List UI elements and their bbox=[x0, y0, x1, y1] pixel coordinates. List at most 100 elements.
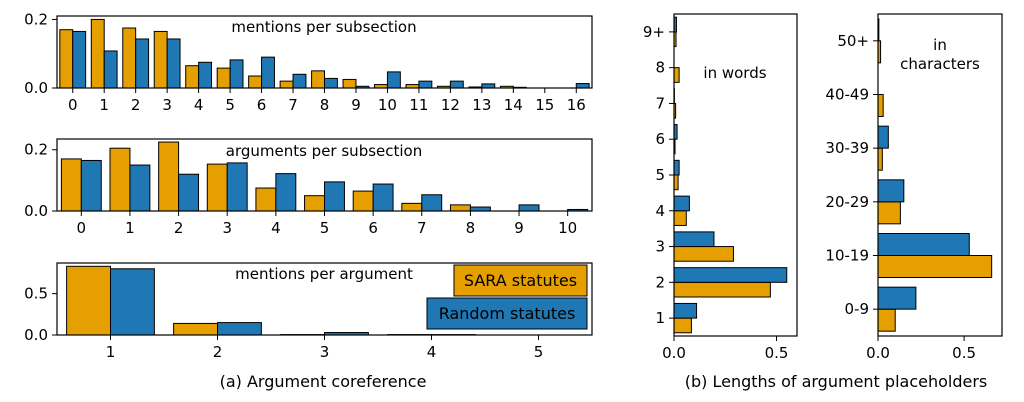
x-tick-label: 13 bbox=[472, 96, 491, 114]
bar-random bbox=[129, 164, 151, 212]
bar-sara bbox=[877, 201, 901, 225]
x-tick-label: 9 bbox=[514, 219, 524, 237]
y-tick-label: 5 bbox=[655, 166, 665, 184]
bar-random bbox=[229, 59, 244, 89]
bar-sara bbox=[66, 265, 111, 336]
x-tick-label: 5 bbox=[225, 96, 235, 114]
bar-random bbox=[324, 181, 345, 212]
bar-random bbox=[72, 30, 87, 89]
x-tick-label: 1 bbox=[99, 96, 109, 114]
y-tick-label: 50+ bbox=[837, 32, 869, 50]
chart-title: in words bbox=[703, 64, 766, 82]
plot-frame bbox=[877, 13, 1003, 337]
x-tick-label: 11 bbox=[409, 96, 428, 114]
y-tick-label: 10-19 bbox=[825, 247, 869, 265]
bar-random bbox=[421, 194, 443, 212]
y-tick-label: 0.0 bbox=[24, 79, 48, 97]
bar-sara bbox=[173, 322, 219, 336]
y-tick-label: 40-49 bbox=[825, 86, 869, 104]
bar-random bbox=[481, 83, 496, 89]
bar-sara bbox=[449, 204, 471, 212]
x-tick-label: 10 bbox=[558, 219, 577, 237]
x-tick-label: 2 bbox=[213, 343, 223, 361]
bar-random bbox=[877, 179, 905, 203]
legend-sara-swatch bbox=[453, 264, 588, 297]
x-tick-label: 0 bbox=[68, 96, 78, 114]
caption-b: (b) Lengths of argument placeholders bbox=[685, 372, 988, 391]
bar-random bbox=[324, 77, 338, 89]
bar-random bbox=[226, 162, 248, 212]
x-tick-label: 7 bbox=[288, 96, 298, 114]
y-tick-label: 7 bbox=[655, 94, 665, 112]
x-tick-label: 8 bbox=[466, 219, 476, 237]
y-tick-label: 3 bbox=[655, 238, 665, 256]
bar-random bbox=[217, 322, 262, 336]
y-tick-label: 0.2 bbox=[24, 141, 48, 159]
x-tick-label: 4 bbox=[427, 343, 437, 361]
bar-sara bbox=[877, 94, 884, 117]
x-tick-label: 1 bbox=[106, 343, 116, 361]
chart-title: mentions per subsection bbox=[231, 18, 416, 36]
bar-random bbox=[110, 268, 155, 336]
bar-random bbox=[673, 159, 680, 176]
y-tick-label: 1 bbox=[655, 309, 665, 327]
x-tick-label: 2 bbox=[174, 219, 184, 237]
y-tick-label: 0.0 bbox=[24, 326, 48, 344]
bar-random bbox=[261, 56, 275, 89]
x-tick-label: 15 bbox=[535, 96, 554, 114]
bar-sara bbox=[206, 163, 228, 212]
bar-sara bbox=[109, 147, 131, 212]
bar-sara bbox=[673, 317, 692, 334]
x-tick-label: 3 bbox=[320, 343, 330, 361]
y-tick-label: 8 bbox=[655, 59, 665, 77]
x-tick-label: 16 bbox=[567, 96, 586, 114]
bar-sara bbox=[352, 190, 374, 212]
bar-sara bbox=[279, 80, 294, 89]
x-tick-label: 4 bbox=[194, 96, 204, 114]
x-tick-label: 9 bbox=[351, 96, 361, 114]
bar-sara bbox=[90, 18, 105, 89]
bar-sara bbox=[342, 78, 357, 89]
bar-sara bbox=[248, 75, 263, 89]
bar-sara bbox=[877, 255, 993, 278]
chart-title: arguments per subsection bbox=[226, 142, 423, 160]
bar-sara bbox=[877, 147, 883, 171]
bar-sara bbox=[673, 174, 679, 191]
y-tick-label: 20-29 bbox=[825, 193, 869, 211]
bar-random bbox=[673, 231, 715, 248]
bar-random bbox=[877, 286, 917, 310]
y-tick-label: 30-39 bbox=[825, 139, 869, 157]
y-tick-label: 2 bbox=[655, 273, 665, 291]
bar-sara bbox=[401, 202, 423, 212]
x-tick-label: 0.0 bbox=[662, 344, 686, 362]
bar-random bbox=[575, 83, 590, 89]
y-tick-label: 4 bbox=[655, 202, 665, 220]
x-tick-label: 1 bbox=[125, 219, 135, 237]
bar-random bbox=[178, 173, 200, 212]
bar-sara bbox=[673, 246, 734, 262]
bar-random bbox=[166, 38, 181, 89]
bar-random bbox=[877, 125, 889, 149]
bar-sara bbox=[877, 308, 896, 332]
x-tick-label: 8 bbox=[320, 96, 330, 114]
legend-random-swatch bbox=[426, 297, 588, 330]
x-tick-label: 12 bbox=[441, 96, 460, 114]
x-tick-label: 4 bbox=[271, 219, 281, 237]
bar-sara bbox=[255, 187, 277, 212]
caption-a: (a) Argument coreference bbox=[220, 372, 427, 391]
y-tick-label: 0.2 bbox=[24, 10, 48, 28]
bar-random bbox=[518, 204, 540, 212]
y-tick-label: 6 bbox=[655, 130, 665, 148]
bar-sara bbox=[304, 195, 325, 212]
bar-sara bbox=[673, 67, 680, 83]
bar-sara bbox=[216, 67, 231, 89]
x-tick-label: 0.5 bbox=[952, 344, 976, 362]
y-tick-label: 9+ bbox=[643, 23, 665, 41]
bar-sara bbox=[158, 141, 180, 212]
y-tick-label: 0.5 bbox=[24, 285, 48, 303]
bar-sara bbox=[673, 210, 687, 226]
x-tick-label: 0.5 bbox=[765, 344, 789, 362]
bar-random bbox=[198, 61, 213, 89]
bar-random bbox=[292, 73, 307, 89]
bar-random bbox=[80, 159, 102, 212]
